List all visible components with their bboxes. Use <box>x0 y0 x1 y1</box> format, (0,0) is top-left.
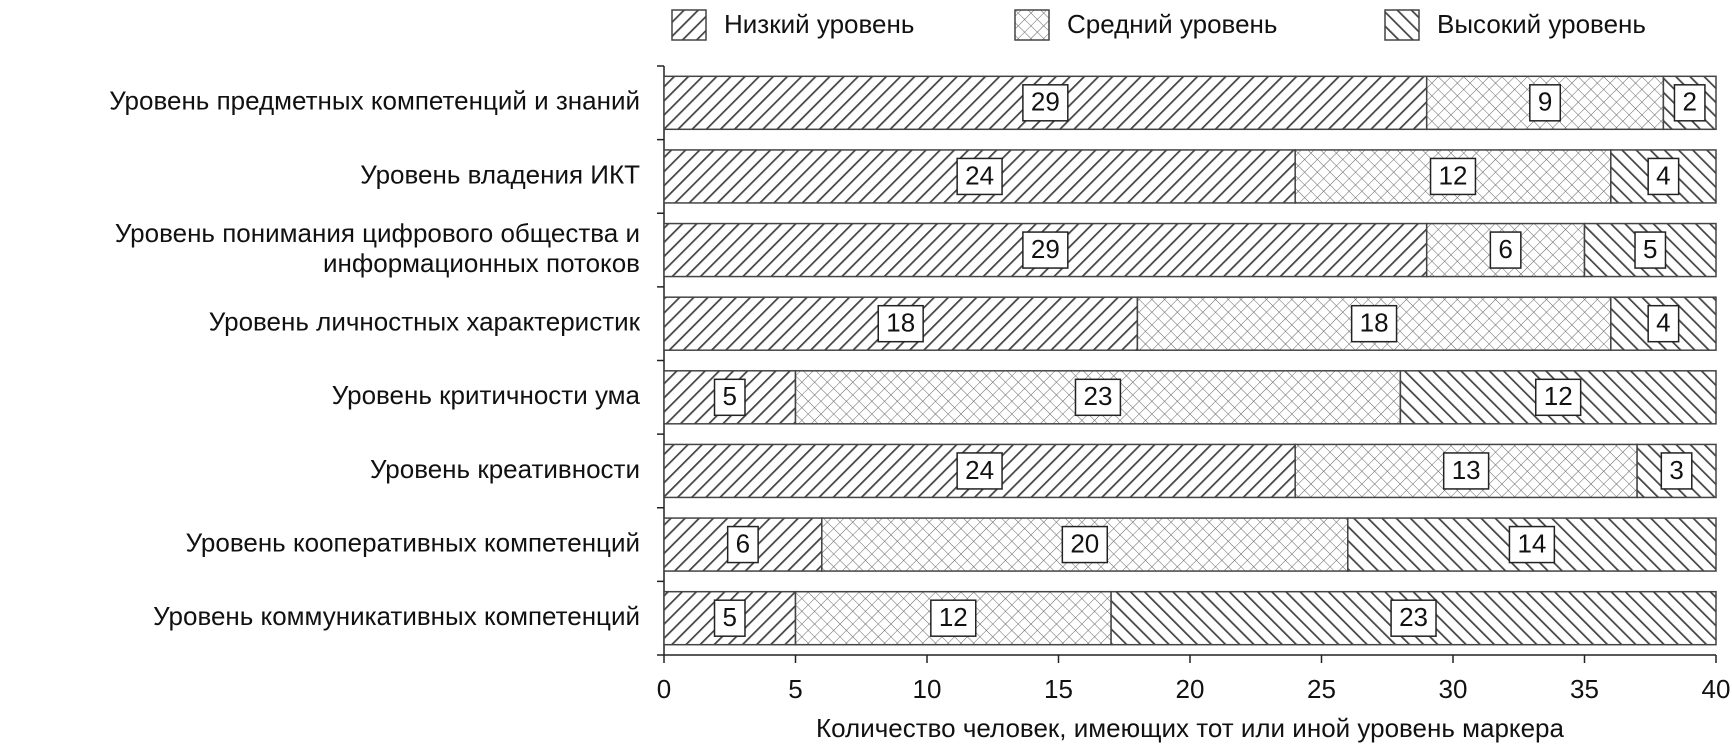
value-label: 18 <box>886 308 915 338</box>
x-tick-label: 5 <box>788 674 802 704</box>
legend-swatch <box>1384 9 1420 41</box>
value-label: 23 <box>1399 602 1428 632</box>
legend-swatch <box>671 9 707 41</box>
value-label-box <box>1061 525 1109 564</box>
y-tick-label: Уровень владения ИКТ <box>360 159 640 189</box>
value-label: 18 <box>1360 308 1389 338</box>
x-tick-label: 30 <box>1439 674 1468 704</box>
value-label: 13 <box>1452 455 1481 485</box>
value-label-box <box>1390 599 1437 637</box>
value-label-box <box>1022 231 1069 269</box>
value-label: 5 <box>1643 234 1657 264</box>
value-label: 20 <box>1070 528 1099 558</box>
value-label-box <box>1647 304 1680 343</box>
y-tick-label: Уровень коммуникативных компетенций <box>153 601 640 631</box>
value-label: 29 <box>1031 87 1060 117</box>
value-label-box <box>713 378 746 417</box>
y-tick-label: Уровень креативности <box>370 454 640 484</box>
x-tick-label: 0 <box>657 674 671 704</box>
value-label-box <box>1529 84 1562 122</box>
legend-swatch <box>1014 9 1050 41</box>
legend-label: Низкий уровень <box>724 9 914 39</box>
value-label: 12 <box>939 602 968 632</box>
y-tick-label: Уровень личностных характеристик <box>209 307 641 337</box>
value-label: 9 <box>1538 87 1552 117</box>
value-label: 4 <box>1656 160 1670 190</box>
value-label-box <box>1508 525 1556 564</box>
value-label: 6 <box>1498 234 1512 264</box>
value-label-box <box>956 157 1003 196</box>
value-label: 2 <box>1682 87 1696 117</box>
value-label-box <box>930 599 977 637</box>
value-label-box <box>1489 231 1522 269</box>
value-label: 24 <box>965 455 994 485</box>
value-label-box <box>1634 231 1667 269</box>
value-label: 12 <box>1439 160 1468 190</box>
y-tick-label: Уровень предметных компетенций и знаний <box>109 86 640 116</box>
x-axis-label: Количество человек, имеющих тот или иной… <box>816 713 1564 743</box>
value-label: 12 <box>1544 381 1573 411</box>
value-label-box <box>1429 157 1477 196</box>
x-tick-label: 10 <box>913 674 942 704</box>
y-tick-label: Уровень критичности ума <box>332 380 641 410</box>
value-label: 5 <box>723 381 737 411</box>
x-tick-label: 40 <box>1702 674 1731 704</box>
value-label-box <box>726 525 759 564</box>
value-label: 24 <box>965 160 994 190</box>
x-tick-label: 20 <box>1176 674 1205 704</box>
value-label-box <box>1534 378 1582 417</box>
value-label-box <box>1442 452 1490 490</box>
value-label: 6 <box>736 528 750 558</box>
y-tick-label: Уровень кооперативных компетенций <box>186 527 640 557</box>
value-label: 3 <box>1669 455 1683 485</box>
value-label: 5 <box>723 602 737 632</box>
value-label: 23 <box>1083 381 1112 411</box>
x-tick-label: 35 <box>1570 674 1599 704</box>
value-label-box <box>1660 452 1693 490</box>
y-tick-label: Уровень понимания цифрового общества и ин… <box>115 218 640 278</box>
legend-label: Высокий уровень <box>1437 9 1646 39</box>
x-tick-label: 15 <box>1044 674 1073 704</box>
value-label-box <box>1074 378 1122 417</box>
value-label-box <box>956 452 1003 490</box>
value-label: 29 <box>1031 234 1060 264</box>
value-label: 14 <box>1517 528 1546 558</box>
value-label-box <box>1647 157 1680 196</box>
x-tick-label: 25 <box>1307 674 1336 704</box>
value-label: 4 <box>1656 308 1670 338</box>
legend-label: Средний уровень <box>1067 9 1277 39</box>
value-label-box <box>713 599 746 637</box>
value-label-box <box>1673 84 1706 122</box>
value-label-box <box>877 304 924 343</box>
value-label-box <box>1022 84 1069 122</box>
value-label-box <box>1350 304 1398 343</box>
